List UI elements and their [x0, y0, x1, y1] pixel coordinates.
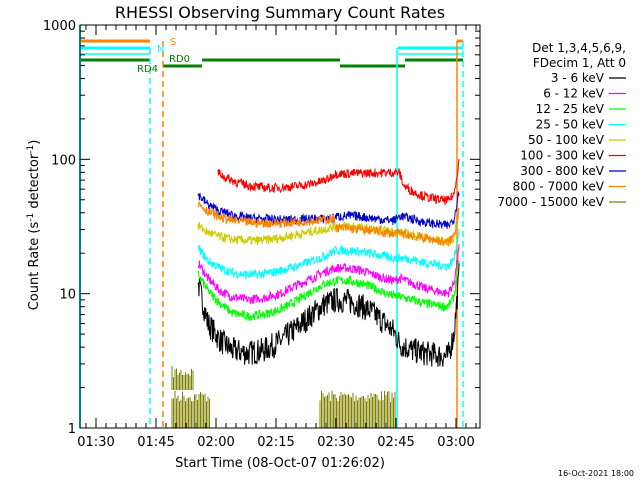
- x-tick-label: 02:45: [377, 435, 414, 450]
- y-axis-label: Count Rate (s-1 detector-1): [26, 140, 42, 311]
- legend-entry: 300 - 800 keV: [520, 164, 604, 178]
- series-line: [197, 244, 460, 305]
- y-axis-label-end: ): [27, 140, 42, 145]
- legend-entry: 3 - 6 keV: [551, 71, 605, 85]
- y-tick-label: 1: [68, 422, 76, 437]
- series-line: [197, 263, 460, 367]
- status-annotation: S: [170, 37, 176, 48]
- y-tick-label: 10: [59, 288, 76, 303]
- x-axis: 01:30 01:45 02:00 02:15 02:30 02:45 03:00: [77, 25, 477, 450]
- y-axis-label-sup2: -1: [26, 145, 36, 154]
- y-tick-label: 1000: [43, 19, 76, 34]
- status-annotation: N: [157, 44, 164, 55]
- legend-entry: 100 - 300 keV: [520, 149, 604, 163]
- chart-title: RHESSI Observing Summary Count Rates: [115, 3, 445, 22]
- series-line: [217, 158, 460, 206]
- legend-entry: 25 - 50 keV: [536, 118, 605, 132]
- x-tick-label: 02:00: [197, 435, 234, 450]
- x-tick-label: 03:00: [437, 435, 474, 450]
- data-layer: SN RD0 RD4: [79, 25, 464, 428]
- legend: Det 1,3,4,5,6,9,FDecim 1, Att 03 - 6 keV…: [497, 41, 626, 209]
- footer-timestamp: 16-Oct-2021 18:00: [558, 469, 634, 478]
- y-tick-label: 100: [51, 153, 76, 168]
- series-line: [197, 211, 460, 247]
- y-axis-label-part1: Count Rate (s: [27, 222, 42, 311]
- x-tick-label: 01:45: [137, 435, 174, 450]
- y-axis-label-part2: detector: [27, 153, 42, 213]
- x-tick-label: 01:30: [77, 435, 114, 450]
- series-line: [197, 200, 460, 246]
- x-tick-label: 02:30: [317, 435, 354, 450]
- series-line: [197, 260, 460, 321]
- x-axis-label: Start Time (08-Oct-07 01:26:02): [175, 456, 385, 471]
- legend-entry: 7000 - 15000 keV: [497, 195, 604, 209]
- legend-entry: 6 - 12 keV: [543, 87, 605, 101]
- status-annotation: RD4: [137, 64, 158, 75]
- legend-header: FDecim 1, Att 0: [533, 56, 626, 70]
- plot-frame: [79, 24, 481, 429]
- legend-entry: 800 - 7000 keV: [513, 180, 605, 194]
- legend-header: Det 1,3,4,5,6,9,: [532, 41, 626, 55]
- series-line: [197, 191, 460, 230]
- y-axis-label-sup1: -1: [26, 213, 36, 222]
- status-annotation: RD0: [169, 54, 190, 65]
- series-line: [197, 228, 460, 280]
- x-tick-label: 02:15: [257, 435, 294, 450]
- legend-entry: 12 - 25 keV: [536, 102, 605, 116]
- legend-entry: 50 - 100 keV: [528, 133, 605, 147]
- y-axis: 1 10 100 1000: [43, 19, 480, 437]
